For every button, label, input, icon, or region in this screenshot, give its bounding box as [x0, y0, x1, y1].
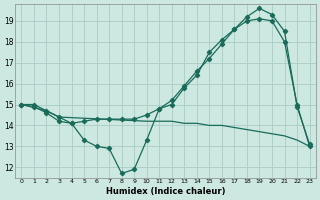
X-axis label: Humidex (Indice chaleur): Humidex (Indice chaleur) [106, 187, 225, 196]
